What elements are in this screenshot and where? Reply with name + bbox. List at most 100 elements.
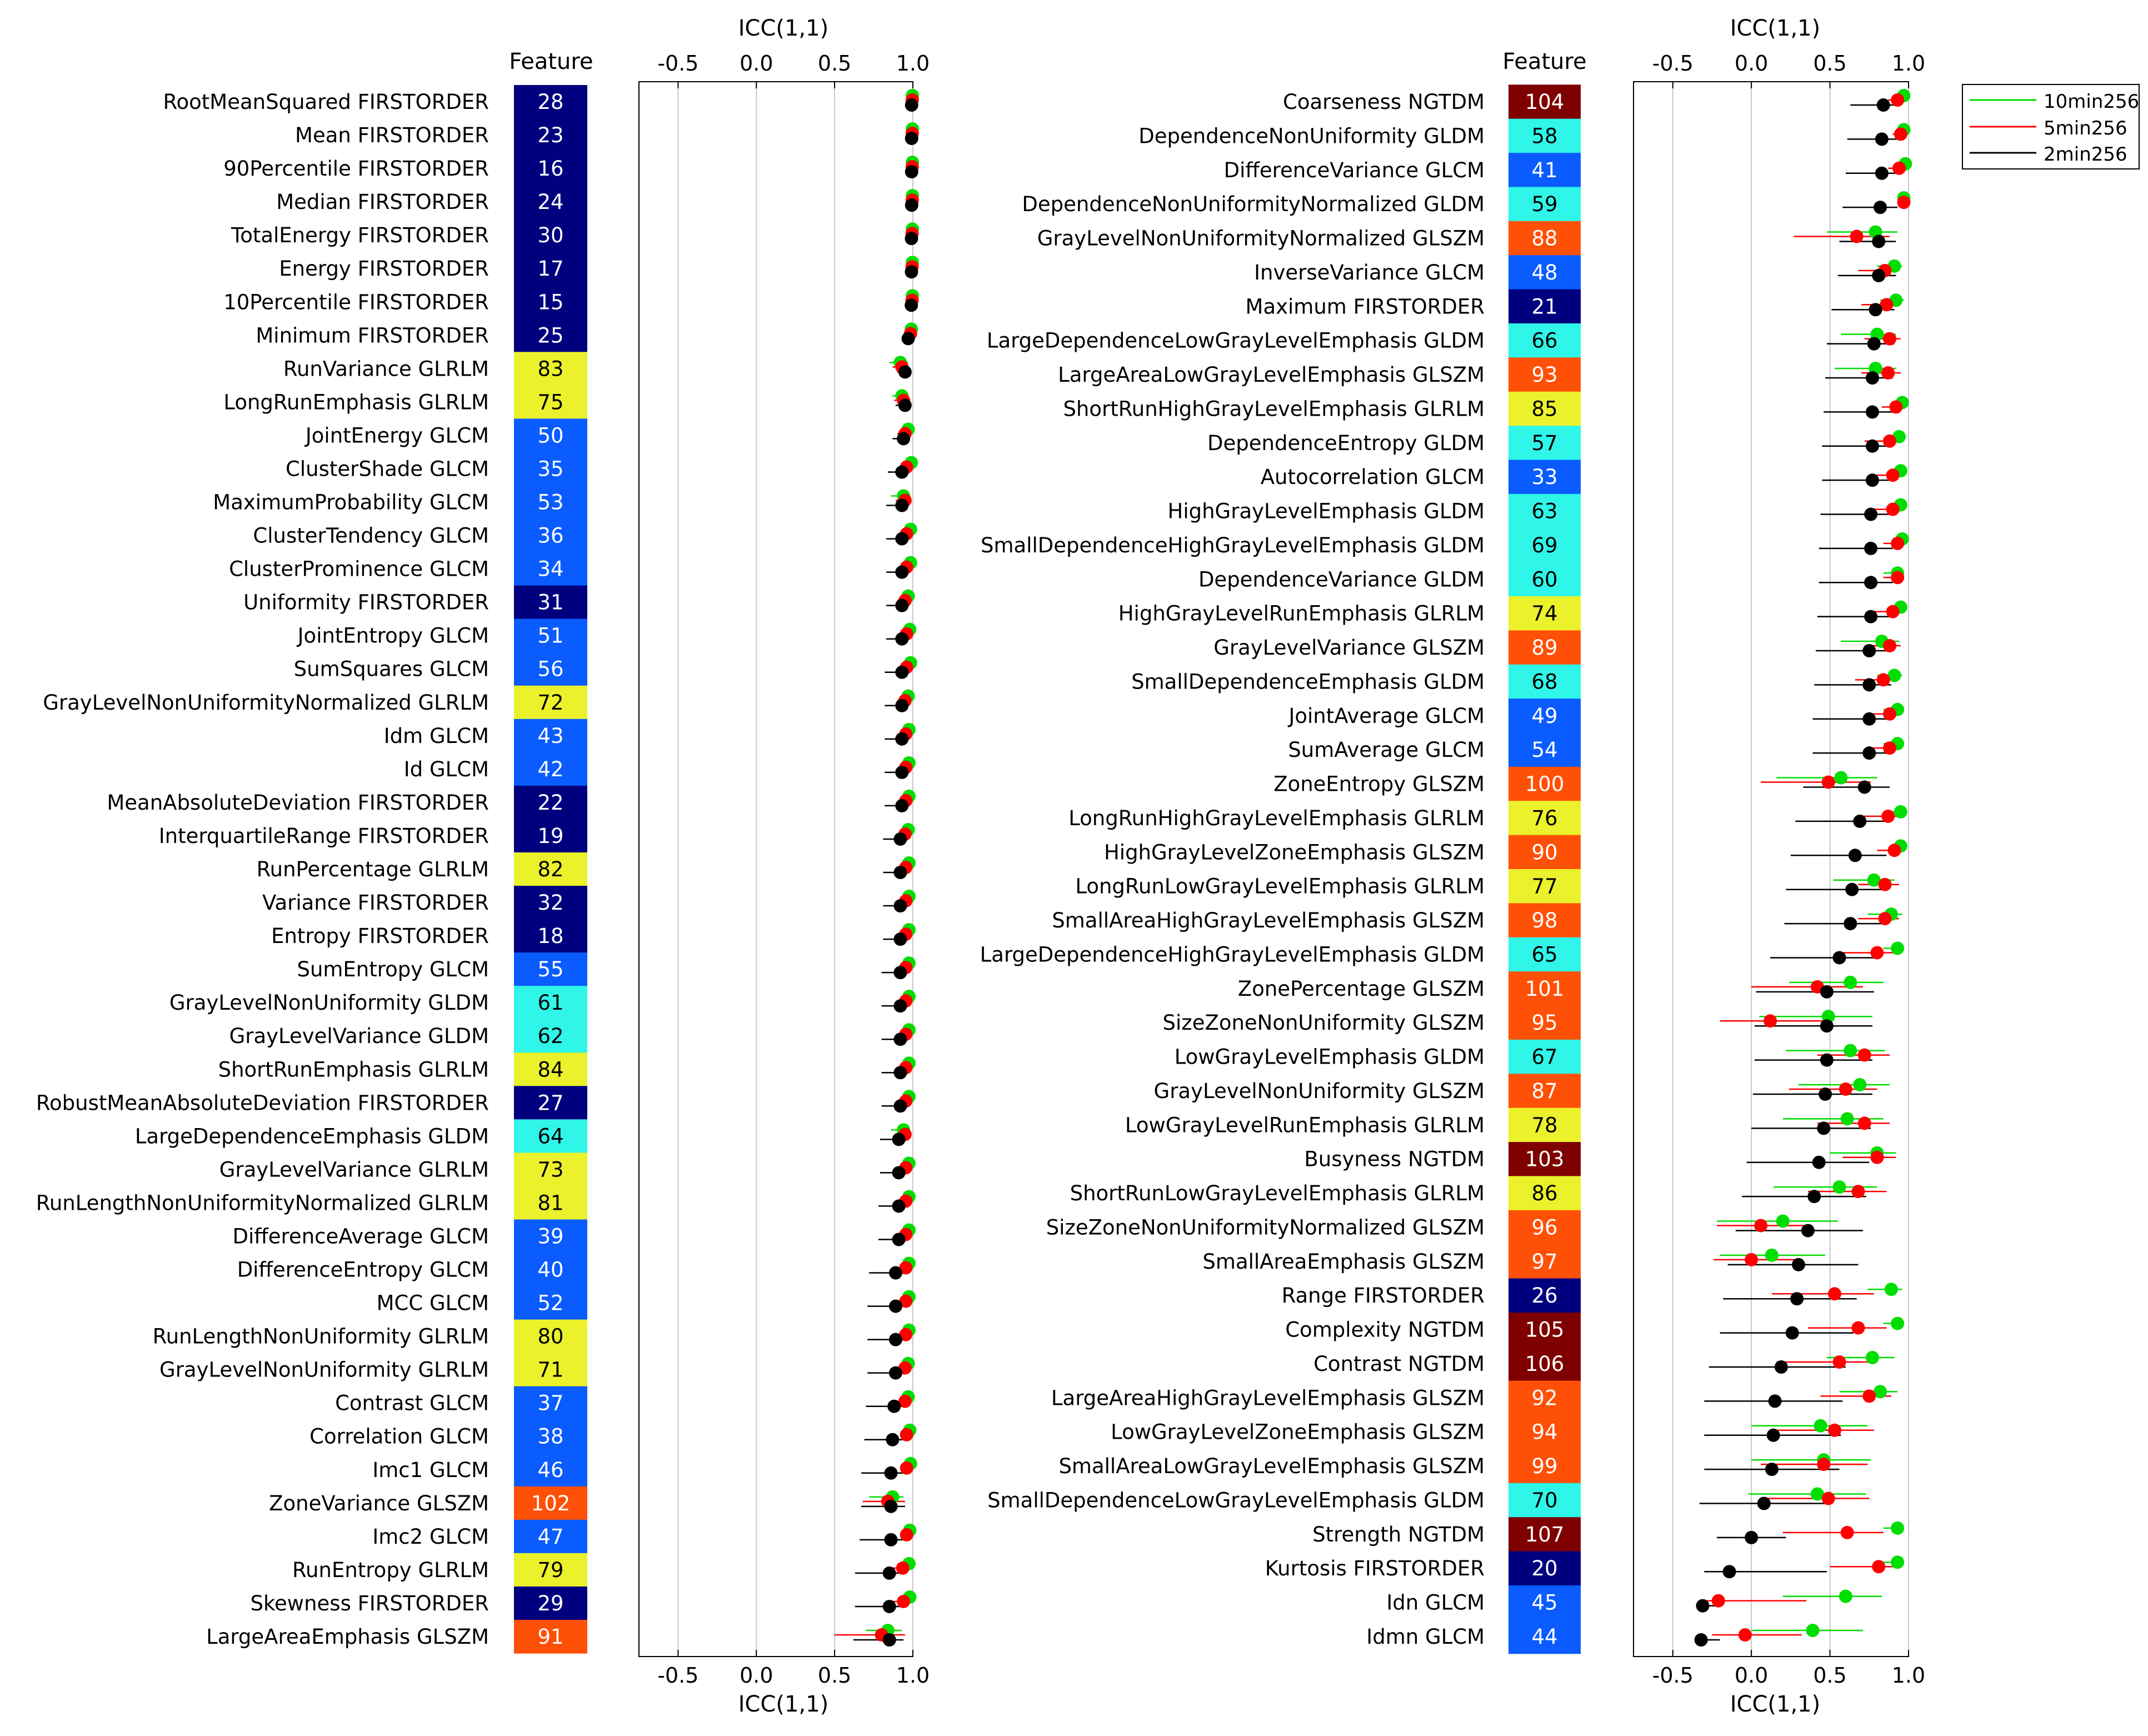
feature-id: 63 [1531, 500, 1557, 523]
feature-class-cell [1508, 528, 1581, 563]
feature-class-cell [1508, 1449, 1581, 1484]
feature-class-cell [1508, 1415, 1581, 1450]
feature-id: 24 [537, 190, 563, 214]
feature-label: Range FIRSTORDER [1282, 1284, 1485, 1308]
point-5min256 [1886, 468, 1900, 482]
feature-label: Maximum FIRSTORDER [1246, 295, 1485, 318]
feature-id: 88 [1531, 227, 1557, 251]
feature-label: LowGrayLevelZoneEmphasis GLSZM [1111, 1420, 1485, 1444]
plot-frame [1633, 81, 1909, 1657]
feature-label: LongRunEmphasis GLRLM [223, 390, 489, 414]
legend-label-10min256: 10min256 [2044, 91, 2139, 113]
feature-id: 95 [1531, 1011, 1557, 1035]
point-5min256 [1862, 1389, 1876, 1403]
feature-id: 54 [1531, 738, 1557, 762]
feature-class-cell [1508, 391, 1581, 426]
point-5min256 [1883, 332, 1897, 346]
feature-label: RobustMeanAbsoluteDeviation FIRSTORDER [36, 1091, 489, 1115]
feature-id: 35 [537, 457, 563, 481]
point-2min256 [893, 932, 907, 946]
point-10min256 [1844, 1044, 1857, 1057]
point-5min256 [1886, 605, 1900, 618]
feature-label: Contrast NGTDM [1313, 1352, 1485, 1376]
point-2min256 [1865, 473, 1879, 487]
point-2min256 [893, 866, 907, 879]
feature-label: SumSquares GLCM [294, 657, 489, 681]
point-2min256 [895, 699, 909, 712]
point-2min256 [1801, 1224, 1815, 1238]
point-2min256 [1857, 780, 1871, 794]
feature-id: 101 [1525, 977, 1565, 1001]
feature-class-cell [1508, 153, 1581, 188]
feature-id: 93 [1531, 363, 1557, 387]
legend: 10min256 5min256 2min256 [1962, 84, 2140, 169]
point-2min256 [1872, 235, 1886, 248]
feature-class-cell [1508, 1278, 1581, 1313]
feature-class-cell [514, 385, 587, 420]
feature-id: 45 [1531, 1591, 1557, 1615]
feature-class-cell [1508, 664, 1581, 699]
feature-label: HighGrayLevelZoneEmphasis GLSZM [1104, 840, 1485, 864]
feature-class-cell [1508, 766, 1581, 801]
point-10min256 [1765, 1248, 1779, 1262]
feature-class-cell [514, 1286, 587, 1320]
feature-label: Variance FIRSTORDER [262, 891, 489, 915]
feature-class-cell [514, 652, 587, 686]
feature-class-cell [514, 819, 587, 853]
feature-label: DifferenceEntropy GLCM [237, 1258, 489, 1282]
feature-id: 79 [537, 1558, 563, 1582]
point-2min256 [905, 132, 918, 146]
x-tick-label-bottom: -0.5 [1652, 1663, 1694, 1688]
feature-label: ZoneEntropy GLSZM [1273, 772, 1485, 796]
feature-class-cell [1508, 596, 1581, 631]
feature-label: SmallAreaLowGrayLevelEmphasis GLSZM [1058, 1454, 1485, 1478]
feature-id: 18 [537, 924, 563, 948]
point-5min256 [900, 1428, 913, 1441]
point-2min256 [895, 532, 909, 546]
feature-class-cell [514, 1153, 587, 1187]
feature-id: 89 [1531, 636, 1557, 660]
feature-class-cell [514, 452, 587, 486]
point-5min256 [1764, 1014, 1777, 1028]
point-5min256 [1711, 1594, 1725, 1608]
point-2min256 [889, 1299, 903, 1313]
feature-class-cell [514, 118, 587, 152]
feature-id: 61 [537, 991, 563, 1015]
feature-class-cell [1508, 1551, 1581, 1586]
feature-label: LargeDependenceHighGrayLevelEmphasis GLD… [980, 942, 1485, 966]
feature-id: 84 [537, 1057, 563, 1081]
feature-label: GrayLevelVariance GLRLM [219, 1158, 489, 1181]
point-2min256 [882, 1633, 896, 1647]
point-2min256 [893, 1099, 907, 1113]
feature-id: 42 [537, 757, 563, 781]
feature-class-cell [514, 485, 587, 520]
point-10min256 [1891, 1521, 1905, 1535]
feature-id: 58 [1531, 124, 1557, 148]
point-5min256 [1851, 1321, 1865, 1335]
point-5min256 [1857, 1116, 1871, 1130]
feature-id: 16 [537, 157, 563, 181]
feature-class-cell [1508, 1108, 1581, 1143]
feature-class-cell [514, 185, 587, 219]
feature-id: 91 [537, 1625, 563, 1649]
point-5min256 [899, 1261, 913, 1275]
feature-id: 26 [1531, 1284, 1557, 1308]
point-5min256 [1857, 1048, 1871, 1062]
point-5min256 [1887, 844, 1901, 857]
feature-class-cell [514, 1019, 587, 1053]
point-5min256 [1889, 400, 1903, 414]
point-5min256 [1892, 161, 1906, 175]
point-2min256 [905, 98, 918, 112]
feature-id: 53 [537, 491, 563, 515]
feature-id: 56 [537, 657, 563, 681]
point-2min256 [892, 1133, 906, 1146]
feature-id: 28 [537, 90, 563, 114]
feature-class-cell [1508, 1483, 1581, 1518]
feature-label: Imc1 GLCM [372, 1458, 489, 1482]
point-2min256 [1807, 1190, 1821, 1204]
feature-id: 39 [537, 1224, 563, 1248]
point-5min256 [1881, 809, 1895, 823]
point-5min256 [897, 1594, 911, 1608]
feature-label: TotalEnergy FIRSTORDER [231, 223, 489, 247]
feature-class-cell [514, 1519, 587, 1554]
